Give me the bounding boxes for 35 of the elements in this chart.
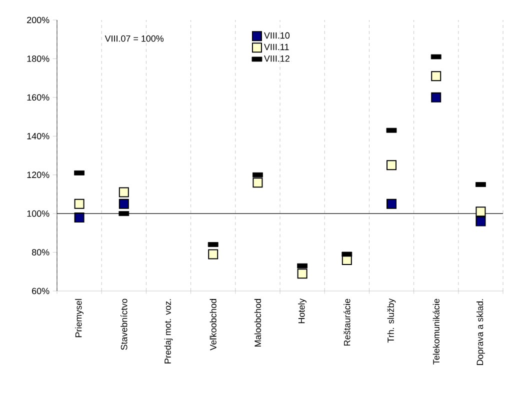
point: [476, 216, 486, 226]
y-tick-label: 140%: [27, 132, 50, 140]
legend-label: VIII.12: [264, 55, 290, 62]
x-tick-label: Telekomunikácie: [432, 298, 440, 365]
y-tick-label: 160%: [27, 94, 50, 101]
x-tick-label: Hotely: [298, 298, 306, 324]
point: [297, 268, 308, 279]
x-tick-label: Veľkoobchod: [210, 299, 216, 350]
annotation: VIII.07 = 100%: [104, 35, 164, 42]
y-tick-label: 180%: [27, 56, 50, 62]
point: [386, 198, 397, 209]
y-tick-label: 200%: [27, 16, 50, 24]
x-tick-label: Stavebníctvo: [120, 298, 128, 350]
point: [386, 160, 397, 170]
point: [252, 178, 263, 188]
point: [118, 198, 129, 209]
y-tick-label: 120%: [27, 172, 50, 178]
legend-label: VIII.11: [264, 44, 289, 50]
point: [431, 92, 442, 102]
point: [476, 206, 486, 217]
x-tick-label: Priemysel: [75, 299, 84, 338]
point: [74, 212, 84, 222]
y-tick-label: 60%: [32, 288, 50, 294]
y-tick-label: 80%: [32, 249, 50, 256]
x-tick-label: Trh. služby: [387, 298, 396, 343]
point: [431, 71, 442, 82]
point: [74, 198, 84, 209]
y-tick-label: 100%: [27, 210, 50, 217]
x-tick-label: Predaj mot. voz.: [164, 299, 173, 364]
x-tick-label: Doprava a sklad.: [476, 299, 485, 365]
x-tick-label: Reštaurácie: [344, 298, 350, 346]
x-tick-label: Maloobchod: [254, 299, 262, 347]
legend-label: VIII.10: [264, 32, 290, 39]
point: [118, 187, 129, 198]
point: [208, 249, 218, 260]
